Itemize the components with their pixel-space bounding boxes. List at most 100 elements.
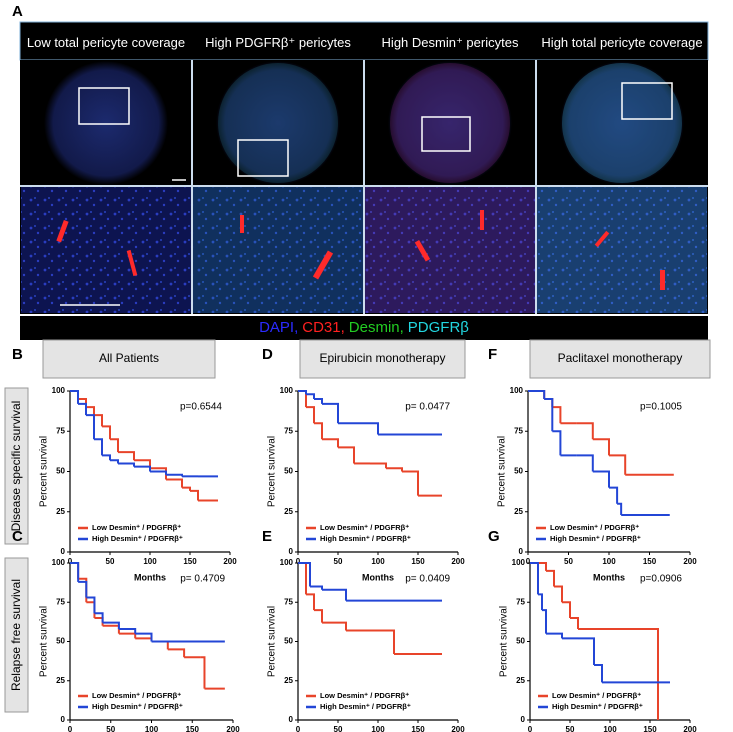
y-tick-label: 75 [514, 426, 523, 435]
y-tick-label: 50 [284, 637, 293, 646]
y-axis-label: Percent survival [499, 606, 510, 677]
x-tick-label: 200 [683, 725, 697, 732]
survival-step [528, 390, 546, 400]
y-tick-label: 25 [56, 507, 65, 516]
survival-step [322, 588, 347, 601]
survival-step [86, 596, 96, 614]
legend-label: Low Desmin⁺ / PDGFRβ⁺ [550, 523, 639, 532]
zoom-image [365, 187, 535, 313]
y-tick-label: 25 [516, 676, 525, 685]
survival-step [552, 430, 562, 456]
survival-step [306, 406, 315, 424]
x-tick-label: 100 [371, 557, 385, 566]
survival-step [70, 562, 80, 582]
y-tick-label: 0 [289, 547, 294, 556]
stain-label: DAPI, [259, 319, 298, 336]
y-axis-label: Percent survival [497, 436, 508, 507]
tma-stain [390, 63, 510, 183]
p-value: p= 0.0409 [405, 574, 450, 585]
survival-step [102, 621, 120, 629]
x-tick-label: 200 [223, 557, 237, 566]
survival-step [118, 462, 135, 467]
survival-step [594, 664, 603, 683]
survival-step [576, 422, 594, 440]
survival-step [70, 390, 79, 404]
y-axis-label: Percent survival [267, 606, 278, 677]
y-tick-label: 0 [521, 715, 526, 724]
x-tick-label: 0 [296, 557, 301, 566]
x-tick-label: 50 [106, 557, 115, 566]
x-tick-label: 50 [334, 557, 343, 566]
survival-step [298, 390, 307, 395]
y-tick-label: 25 [284, 507, 293, 516]
panel-header-box [529, 339, 711, 379]
survival-step [310, 585, 323, 590]
y-tick-label: 25 [284, 676, 293, 685]
y-tick-label: 75 [284, 426, 293, 435]
tma-core [44, 61, 168, 185]
survival-step [306, 393, 315, 400]
survival-step [182, 486, 191, 491]
tma-core [216, 61, 340, 185]
x-tick-label: 100 [603, 725, 617, 732]
survival-step [150, 470, 167, 475]
survival-step [166, 473, 183, 477]
zoom-box [78, 87, 130, 125]
p-value: p=0.1005 [640, 402, 682, 413]
survival-step [576, 454, 594, 472]
x-tick-label: 0 [68, 557, 73, 566]
row-label: Relapse free survival [9, 579, 23, 691]
panel-header-box [299, 339, 466, 379]
panel-label: A [12, 3, 23, 20]
vessels [56, 210, 665, 290]
survival-step [298, 390, 307, 408]
y-tick-label: 75 [56, 426, 65, 435]
survival-step [102, 454, 111, 461]
panel-header-box [42, 339, 216, 379]
tma-stain [562, 63, 682, 183]
y-tick-label: 100 [512, 558, 526, 567]
x-tick-label: 0 [296, 725, 301, 732]
survival-step [102, 425, 111, 440]
row-label: Disease specific survival [9, 401, 23, 532]
survival-step [578, 637, 595, 666]
y-tick-label: 0 [61, 547, 66, 556]
micrographs [20, 60, 708, 314]
survival-step [544, 398, 554, 432]
y-tick-label: 75 [56, 597, 65, 606]
survival-step [322, 621, 347, 631]
stain-label: PDGFRβ [408, 319, 470, 336]
survival-step [530, 562, 539, 595]
zoom-stain [365, 187, 535, 313]
x-tick-label: 200 [226, 725, 240, 732]
x-tick-label: 100 [371, 725, 385, 732]
survival-step [86, 601, 96, 618]
panel-label: E [262, 528, 272, 545]
survival-step [609, 454, 627, 475]
survival-step [552, 406, 562, 424]
x-tick-label: 50 [566, 725, 575, 732]
panel-label: F [488, 346, 497, 363]
stain-label: CD31, [302, 319, 345, 336]
legend-label: Low Desmin⁺ / PDGFRβ⁺ [92, 523, 181, 532]
x-axis-label: Months [362, 572, 394, 582]
y-tick-label: 75 [516, 597, 525, 606]
legend-label: High Desmin⁺ / PDGFRβ⁺ [92, 534, 183, 543]
y-tick-label: 25 [514, 507, 523, 516]
survival-step [402, 470, 419, 496]
survival-step [609, 486, 619, 504]
x-tick-label: 150 [411, 557, 425, 566]
survival-step [78, 402, 87, 416]
stain-legend-bar [20, 316, 708, 340]
x-tick-label: 50 [334, 725, 343, 732]
y-axis-label: Percent survival [39, 606, 50, 677]
p-value: p=0.0906 [640, 574, 682, 585]
x-axis-label: Months [593, 572, 625, 582]
survival-step [166, 478, 183, 488]
survival-step [322, 438, 339, 448]
y-tick-label: 25 [56, 676, 65, 685]
panel-header: All Patients [99, 351, 159, 365]
y-tick-label: 50 [56, 467, 65, 476]
tma-stain [218, 63, 338, 183]
